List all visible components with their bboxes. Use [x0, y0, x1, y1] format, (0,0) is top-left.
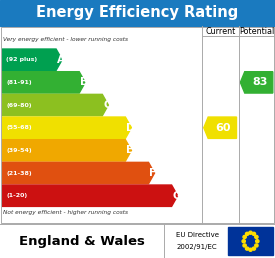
Circle shape: [249, 248, 252, 251]
Circle shape: [242, 240, 245, 243]
Text: Not energy efficient - higher running costs: Not energy efficient - higher running co…: [3, 209, 128, 215]
Text: Energy Efficiency Rating: Energy Efficiency Rating: [36, 5, 239, 20]
Circle shape: [243, 235, 246, 238]
Text: Current: Current: [205, 27, 235, 36]
Bar: [0, 0, 275, 26]
Text: (55-68): (55-68): [6, 125, 32, 130]
Polygon shape: [204, 117, 236, 138]
Text: D: D: [126, 123, 135, 133]
Polygon shape: [2, 185, 178, 206]
Text: (39-54): (39-54): [6, 148, 32, 153]
Text: Potential: Potential: [239, 27, 274, 36]
Circle shape: [255, 235, 258, 238]
Text: C: C: [103, 100, 111, 110]
Text: (69-80): (69-80): [6, 102, 32, 108]
Text: 60: 60: [216, 123, 231, 133]
Polygon shape: [240, 72, 273, 93]
Bar: [1, 27, 274, 223]
Polygon shape: [2, 49, 62, 70]
Text: F: F: [149, 168, 156, 178]
Bar: [0, 224, 275, 258]
Text: EU Directive: EU Directive: [175, 232, 219, 238]
Text: B: B: [80, 77, 88, 87]
Text: England & Wales: England & Wales: [19, 235, 145, 248]
Circle shape: [255, 244, 258, 247]
Polygon shape: [2, 94, 108, 116]
Text: (21-38): (21-38): [6, 171, 32, 175]
Text: 2002/91/EC: 2002/91/EC: [177, 244, 217, 250]
Text: (81-91): (81-91): [6, 80, 32, 85]
Circle shape: [246, 247, 249, 250]
Circle shape: [246, 232, 249, 235]
Circle shape: [252, 232, 255, 235]
Text: 83: 83: [252, 77, 268, 87]
Circle shape: [256, 240, 259, 243]
Circle shape: [249, 231, 252, 234]
Polygon shape: [2, 162, 155, 184]
Circle shape: [252, 247, 255, 250]
Text: (92 plus): (92 plus): [6, 57, 37, 62]
Circle shape: [243, 244, 246, 247]
Polygon shape: [2, 140, 131, 161]
Text: A: A: [57, 55, 65, 65]
Bar: [0, 26, 275, 224]
Text: Very energy efficient - lower running costs: Very energy efficient - lower running co…: [3, 37, 128, 42]
Bar: [228, 227, 273, 255]
Polygon shape: [2, 117, 131, 138]
Polygon shape: [2, 72, 85, 93]
Text: (1-20): (1-20): [6, 193, 28, 198]
Text: E: E: [126, 145, 133, 155]
Text: G: G: [172, 191, 181, 201]
